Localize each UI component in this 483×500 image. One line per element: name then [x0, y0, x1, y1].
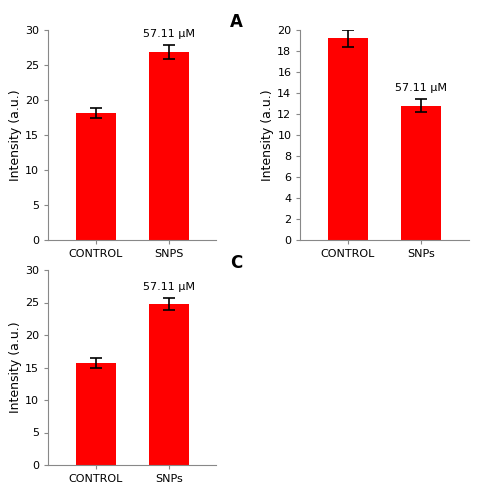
Y-axis label: Intensity (a.u.): Intensity (a.u.): [9, 89, 22, 181]
Text: B: B: [482, 13, 483, 31]
Text: 57.11 μM: 57.11 μM: [143, 29, 195, 39]
Bar: [328, 38, 368, 240]
Bar: [149, 52, 189, 240]
Y-axis label: Intensity (a.u.): Intensity (a.u.): [9, 322, 22, 414]
Bar: [76, 363, 116, 465]
Bar: [76, 112, 116, 240]
Bar: [149, 304, 189, 465]
Bar: [401, 106, 441, 240]
Text: A: A: [230, 13, 242, 31]
Text: C: C: [230, 254, 242, 272]
Text: 57.11 μM: 57.11 μM: [395, 83, 447, 93]
Text: 57.11 μM: 57.11 μM: [143, 282, 195, 292]
Y-axis label: Intensity (a.u.): Intensity (a.u.): [261, 89, 274, 181]
